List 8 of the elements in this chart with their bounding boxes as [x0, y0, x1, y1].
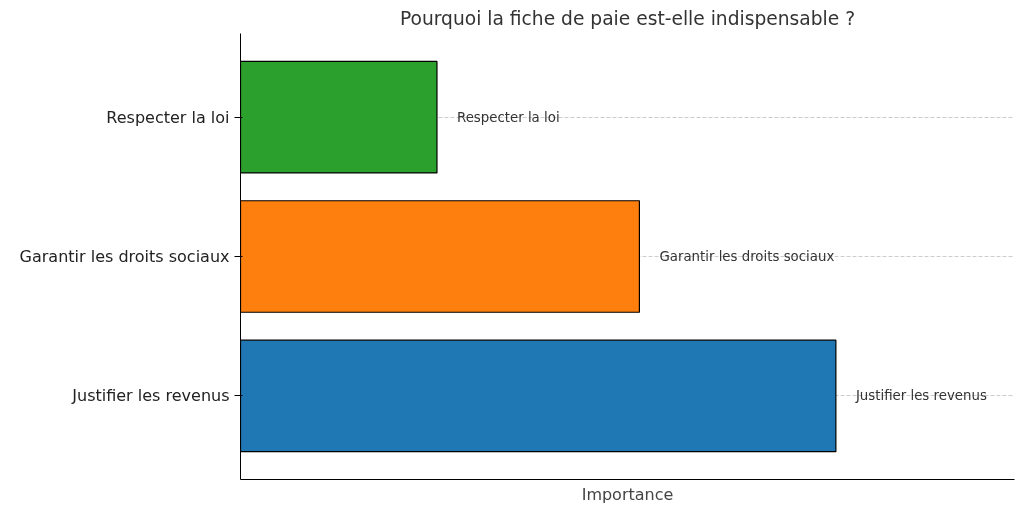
annotation: Justifier les revenus: [854, 388, 987, 404]
y-tick-label: Justifier les revenus: [71, 386, 230, 406]
chart-title: Pourquoi la fiche de paie est-elle indispensable ?: [399, 7, 856, 29]
y-tick-label: Respecter la loi: [106, 107, 230, 127]
y-tick-label: Garantir les droits sociaux: [19, 247, 230, 266]
x-axis-title: Importance: [581, 484, 674, 504]
annotation: Garantir les droits sociaux: [659, 249, 835, 264]
annotation: Respecter la loi: [456, 109, 560, 125]
